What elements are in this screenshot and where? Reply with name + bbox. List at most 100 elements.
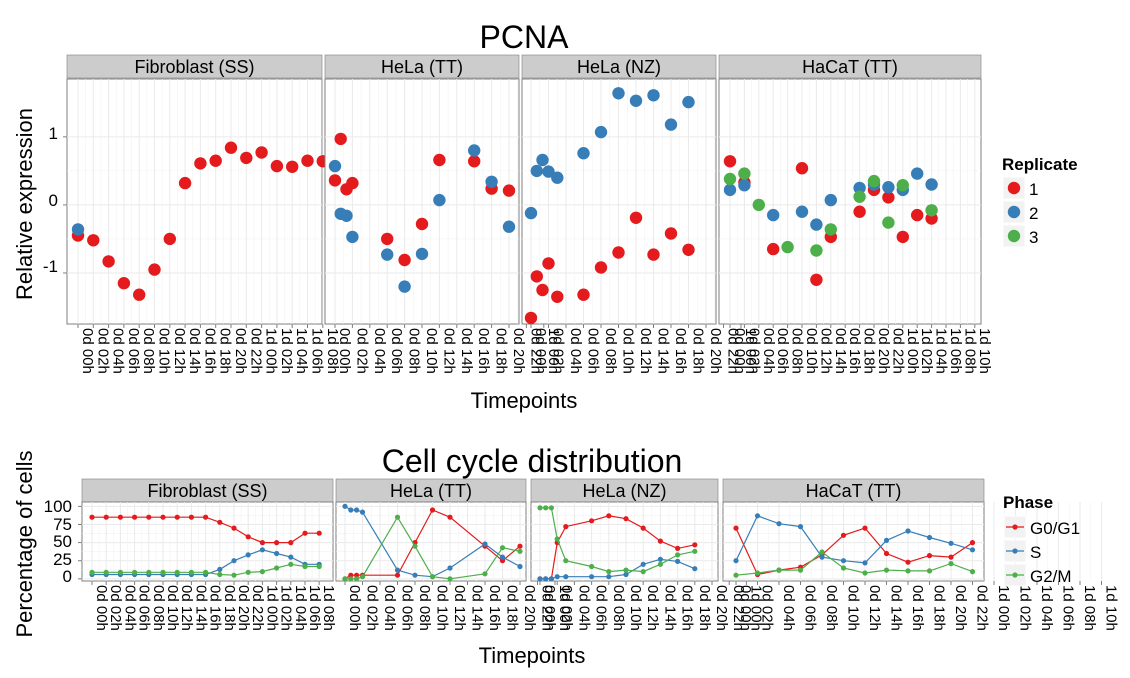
cellcycle-ytick-label: 0 — [63, 567, 72, 586]
pcna-panel-hela-tt: HeLa (TT) 0d 00h 0d 02h 0d 04h 0d 06h 0d 08h… — [324, 54, 562, 374]
x-tick-label: 1d 08h — [324, 328, 341, 374]
data-point — [664, 227, 678, 240]
data-point — [623, 567, 629, 573]
data-point — [883, 567, 890, 573]
x-tick-label: 0d 10h — [845, 585, 862, 631]
x-tick-label: 0d 06h — [136, 585, 153, 631]
x-tick-label: 0d 16h — [201, 328, 218, 374]
x-tick-label: 1d 08h — [1081, 585, 1098, 631]
data-point — [334, 132, 347, 146]
x-tick-label: 0d 00h — [737, 585, 754, 631]
legend-label: 1 — [1029, 180, 1038, 199]
data-point — [948, 554, 954, 560]
x-tick-label: 1d 04h — [933, 328, 950, 374]
x-tick-label: 0d 16h — [475, 328, 492, 374]
x-tick-label: 0d 06h — [125, 328, 142, 374]
pcna-xlabel: Timepoints — [471, 388, 578, 413]
data-point — [231, 572, 237, 578]
x-tick-label: 0d 04h — [371, 328, 388, 374]
x-tick-label: 1d 02h — [918, 328, 935, 374]
x-tick-label: 1d 08h — [320, 585, 337, 631]
data-point — [517, 548, 523, 554]
data-point — [482, 571, 488, 577]
facet-label: Fibroblast (SS) — [134, 57, 254, 77]
data-point — [862, 570, 868, 576]
data-point — [926, 568, 933, 574]
x-tick-label: 0d 22h — [247, 328, 264, 374]
x-tick-label: 0d 16h — [207, 585, 224, 631]
x-tick-label: 0d 22h — [889, 328, 906, 374]
data-point — [245, 552, 251, 558]
data-point — [117, 277, 131, 290]
x-tick-label: 0d 12h — [440, 328, 457, 374]
x-tick-label: 0d 00h — [79, 328, 96, 374]
cellcycle-legend: Phase G0/G1 S G2/M — [1003, 493, 1080, 587]
data-point — [882, 216, 895, 229]
data-point — [301, 154, 314, 167]
data-point — [612, 246, 625, 259]
cellcycle-figure: Cell cycle distribution Percentage of ce… — [12, 443, 1120, 668]
data-point — [288, 540, 294, 546]
data-point — [577, 147, 590, 160]
pcna-ylabel: Relative expression — [12, 108, 37, 300]
data-point — [274, 565, 280, 571]
x-tick-label: 0d 14h — [655, 328, 672, 374]
data-point — [554, 536, 560, 542]
data-point — [255, 146, 268, 159]
x-tick-label: 1d 10h — [976, 328, 993, 374]
data-point — [840, 558, 847, 564]
data-point — [117, 569, 123, 575]
data-point — [640, 525, 646, 531]
data-point — [231, 558, 237, 564]
x-tick-label: 0d 22h — [527, 328, 544, 374]
data-point — [577, 288, 590, 301]
data-point — [89, 569, 95, 575]
data-point — [647, 89, 660, 102]
x-tick-label: 0d 12h — [817, 328, 834, 374]
data-point — [259, 540, 265, 546]
x-tick-label: 0d 06h — [802, 585, 819, 631]
x-tick-label: 0d 14h — [186, 328, 203, 374]
data-point — [883, 537, 890, 544]
x-tick-label: 0d 10h — [620, 328, 637, 374]
data-point — [551, 290, 564, 303]
data-point — [840, 565, 847, 571]
data-point — [412, 543, 418, 549]
data-point — [948, 540, 954, 546]
data-point — [969, 540, 976, 546]
legend-swatch-point — [1007, 205, 1021, 219]
cellcycle-ylabel: Percentage of cells — [12, 450, 37, 637]
x-tick-label: 0d 04h — [381, 585, 398, 631]
data-point — [969, 569, 976, 575]
x-tick-label: 0d 02h — [94, 328, 111, 374]
data-point — [174, 514, 180, 520]
x-tick-label: 0d 20h — [510, 328, 527, 374]
data-point — [629, 211, 643, 224]
data-point — [381, 248, 394, 261]
pcna-panel-hela-nz: HeLa (NZ) 0d 00h 0d 02h 0d 04h 0d 06h 0d 08h… — [521, 54, 759, 374]
x-tick-label: 1d 00h — [747, 585, 764, 631]
data-point — [810, 273, 823, 286]
data-point — [245, 569, 251, 575]
plot-panel — [66, 78, 323, 325]
data-point — [594, 261, 608, 274]
x-tick-label: 0d 00h — [336, 328, 353, 374]
data-point — [824, 193, 837, 207]
x-tick-label: 0d 14h — [469, 585, 486, 631]
facet-label: HaCaT (TT) — [806, 481, 902, 501]
data-point — [259, 547, 265, 553]
data-point — [102, 255, 115, 268]
data-point — [723, 155, 737, 168]
data-point — [589, 563, 595, 570]
data-point — [188, 569, 194, 575]
data-point — [133, 288, 146, 301]
x-tick-label: 1d 04h — [1038, 585, 1055, 631]
x-tick-label: 1d 04h — [292, 585, 309, 631]
data-point — [482, 541, 488, 547]
data-point — [517, 543, 523, 549]
data-point — [905, 568, 911, 574]
data-point — [468, 155, 481, 168]
